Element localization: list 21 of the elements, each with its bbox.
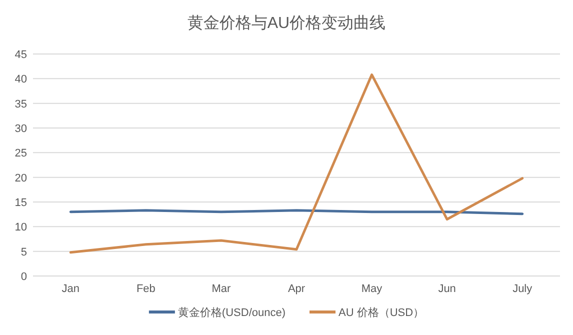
y-tick-label: 30	[14, 123, 27, 135]
y-tick-label: 35	[14, 98, 27, 110]
y-tick-label: 0	[20, 271, 27, 283]
x-tick-label: July	[512, 283, 533, 295]
y-tick-label: 25	[14, 148, 27, 160]
y-tick-label: 40	[14, 74, 27, 86]
x-tick-label: Mar	[212, 283, 232, 295]
legend-label: AU 价格（USD）	[338, 307, 424, 319]
y-tick-label: 10	[14, 222, 27, 234]
x-tick-label: Apr	[288, 283, 306, 295]
chart-title: 黄金价格与AU价格变动曲线	[187, 14, 386, 32]
x-tick-label: May	[361, 283, 383, 295]
x-tick-label: Feb	[136, 283, 156, 295]
x-tick-label: Jun	[438, 283, 456, 295]
y-tick-label: 20	[14, 172, 27, 184]
legend-label: 黄金价格(USD/ounce)	[178, 306, 286, 319]
y-tick-label: 5	[20, 246, 27, 258]
line-series	[69, 73, 524, 254]
x-tick-label: Jan	[62, 283, 80, 295]
y-tick-label: 15	[14, 197, 27, 209]
y-tick-label: 45	[14, 49, 27, 61]
